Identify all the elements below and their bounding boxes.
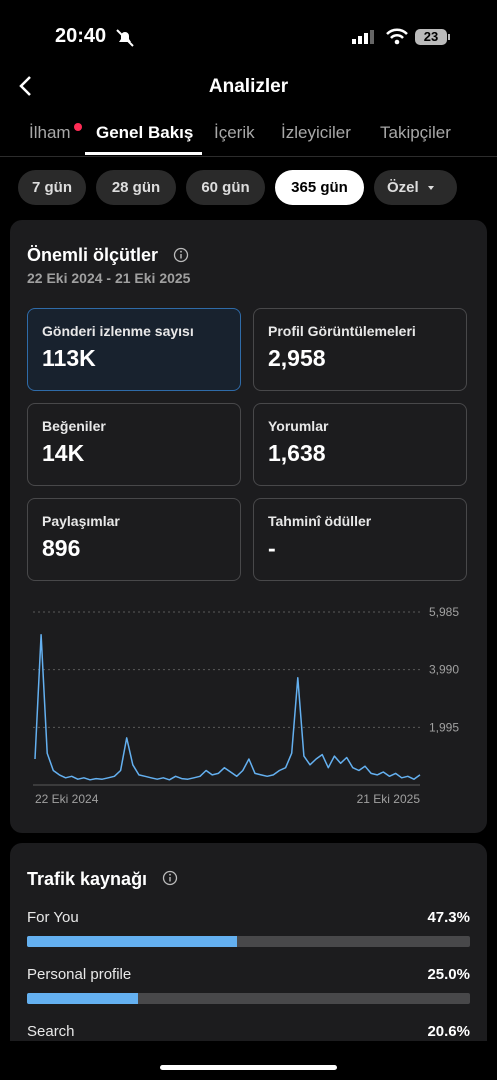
traffic-card xyxy=(10,843,487,1063)
page-title: Analizler xyxy=(208,76,289,97)
metric-card[interactable]: Gönderi izlenme sayısı 113K xyxy=(27,308,241,391)
y-tick-label: 5,985 xyxy=(429,605,459,619)
traffic-label: Personal profile xyxy=(27,966,132,983)
status-icons xyxy=(352,28,450,45)
metric-card[interactable]: Tahminî ödüller - xyxy=(253,498,467,581)
battery-level: 23 xyxy=(423,29,439,44)
range-pill[interactable]: 28 gün xyxy=(96,170,176,205)
tab-active[interactable]: Genel Bakış xyxy=(96,123,194,142)
clock: 20:40 xyxy=(55,25,107,47)
traffic-bar xyxy=(27,936,237,947)
metric-value: 1,638 xyxy=(268,440,326,466)
line-series xyxy=(34,633,421,781)
info-icon[interactable] xyxy=(162,870,178,886)
back-button[interactable] xyxy=(16,74,36,98)
metric-label: Tahminî ödüller xyxy=(268,513,372,529)
metric-value: 2,958 xyxy=(268,345,326,371)
metric-card[interactable]: Profil Görüntülemeleri 2,958 xyxy=(253,308,467,391)
traffic-label: For You xyxy=(27,909,79,926)
metric-card[interactable]: Paylaşımlar 896 xyxy=(27,498,241,581)
y-tick-label: 1,995 xyxy=(429,720,459,734)
metric-value: 896 xyxy=(42,535,81,561)
metric-value: 113K xyxy=(42,345,96,371)
metric-value: - xyxy=(268,535,276,561)
range-pill-active[interactable]: 365 gün xyxy=(275,170,364,205)
x-tick-label: 22 Eki 2024 xyxy=(35,792,99,806)
tab-underline xyxy=(85,152,202,155)
metric-value: 14K xyxy=(42,440,85,466)
home-indicator xyxy=(160,1065,337,1070)
tab[interactable]: İzleyiciler xyxy=(281,123,351,142)
section-title: Önemli ölçütler xyxy=(27,245,159,265)
traffic-bar xyxy=(27,993,138,1004)
chart: 1,995 3,990 5,985 22 Eki 2024 21 Eki 2025 xyxy=(33,605,459,806)
info-icon[interactable] xyxy=(173,247,189,263)
section-title: Trafik kaynağı xyxy=(27,869,148,889)
y-tick-label: 3,990 xyxy=(429,663,459,677)
metrics-card: Önemli ölçütler 22 Eki 2024 - 21 Eki 202… xyxy=(10,220,487,833)
date-range: 22 Eki 2024 - 21 Eki 2025 xyxy=(27,270,191,286)
mute-icon xyxy=(116,29,134,47)
tab[interactable]: İlham xyxy=(29,123,71,142)
tab[interactable]: Takipçiler xyxy=(380,123,451,142)
metric-label: Beğeniler xyxy=(42,418,106,434)
notification-dot xyxy=(74,123,82,131)
traffic-track xyxy=(27,936,470,947)
range-label: Özel xyxy=(387,179,419,196)
metric-label: Gönderi izlenme sayısı xyxy=(42,323,194,339)
range-pill[interactable]: 7 gün xyxy=(18,170,86,205)
traffic-value: 25.0% xyxy=(427,966,470,983)
metric-label: Yorumlar xyxy=(268,418,329,434)
traffic-value: 47.3% xyxy=(427,909,470,926)
range-pill[interactable]: Özel xyxy=(374,170,457,205)
metric-card[interactable]: Beğeniler 14K xyxy=(27,403,241,486)
traffic-label: Search xyxy=(27,1023,75,1040)
tab[interactable]: İçerik xyxy=(214,123,255,142)
range-pill[interactable]: 60 gün xyxy=(186,170,265,205)
metric-label: Paylaşımlar xyxy=(42,513,120,529)
home-area xyxy=(0,1041,497,1080)
traffic-track xyxy=(27,993,470,1004)
metric-card[interactable]: Yorumlar 1,638 xyxy=(253,403,467,486)
x-tick-label: 21 Eki 2025 xyxy=(357,792,421,806)
metric-label: Profil Görüntülemeleri xyxy=(268,323,416,339)
traffic-value: 20.6% xyxy=(427,1023,470,1040)
caret xyxy=(427,185,434,190)
divider xyxy=(0,156,497,157)
